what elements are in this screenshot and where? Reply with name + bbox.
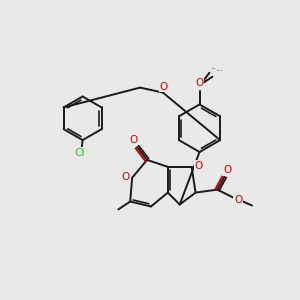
Text: methoxy: methoxy	[217, 70, 224, 71]
Text: O: O	[129, 135, 137, 145]
Text: methyl: methyl	[212, 68, 216, 69]
Text: O: O	[121, 172, 129, 182]
Text: O: O	[194, 161, 203, 171]
Text: O: O	[223, 165, 231, 175]
Text: Cl: Cl	[74, 148, 85, 158]
Text: O: O	[234, 194, 242, 205]
Text: O: O	[160, 82, 168, 92]
Text: O: O	[195, 78, 204, 88]
